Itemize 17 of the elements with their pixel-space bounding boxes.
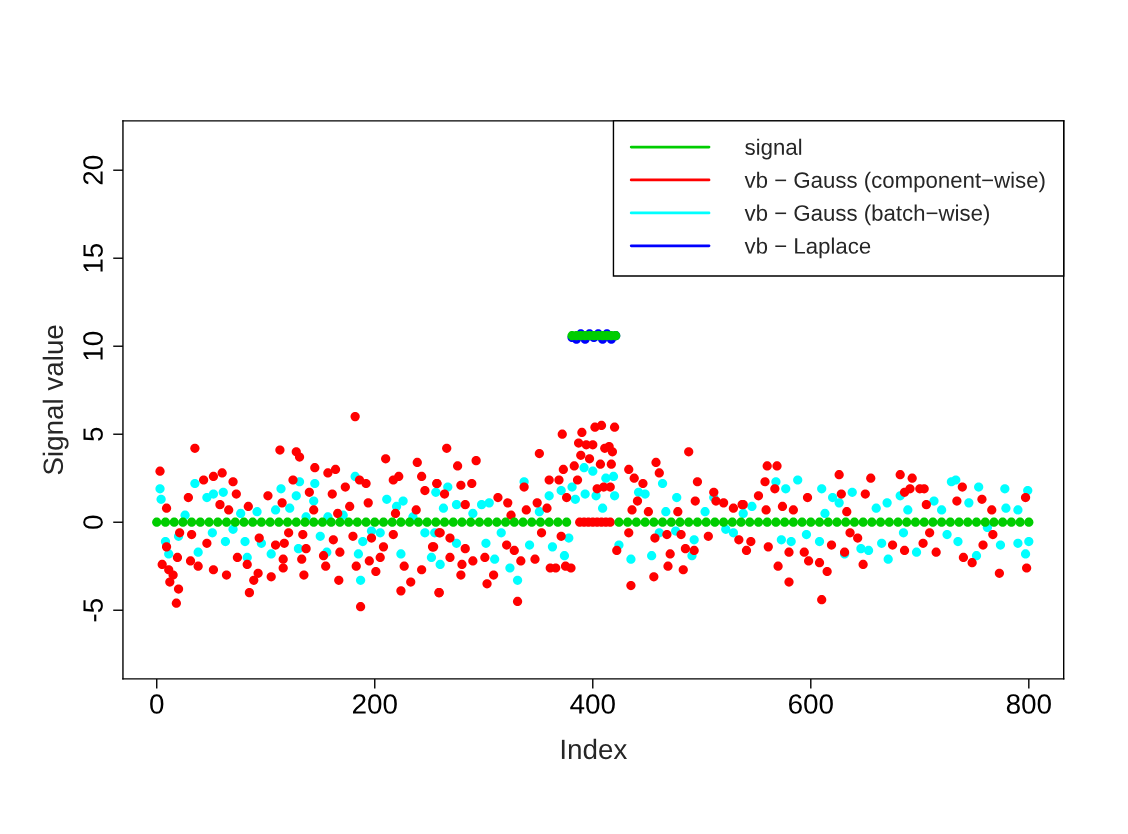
y-tick-label: 10 [83, 331, 103, 360]
y-tick-label: 15 [83, 243, 103, 272]
legend-label: vb − Gauss (batch−wise) [744, 204, 989, 226]
y-axis-title: Signal value [42, 325, 69, 475]
y-tick-label: -5 [83, 599, 103, 622]
y-tick-label: 5 [83, 427, 103, 441]
y-tick-label: 0 [83, 515, 103, 529]
x-tick-label: 400 [570, 694, 615, 714]
x-tick-label: 0 [150, 694, 164, 714]
legend-label: signal [745, 138, 802, 160]
x-tick-label: 200 [352, 694, 397, 714]
y-tick-label: 20 [83, 155, 103, 185]
legend-label: vb − Gauss (component−wise) [744, 171, 1045, 193]
legend-label: vb − Laplace [744, 237, 871, 259]
x-tick-label: 800 [1006, 694, 1051, 714]
x-tick-label: 600 [789, 694, 833, 714]
x-axis-title: Index [561, 738, 628, 760]
